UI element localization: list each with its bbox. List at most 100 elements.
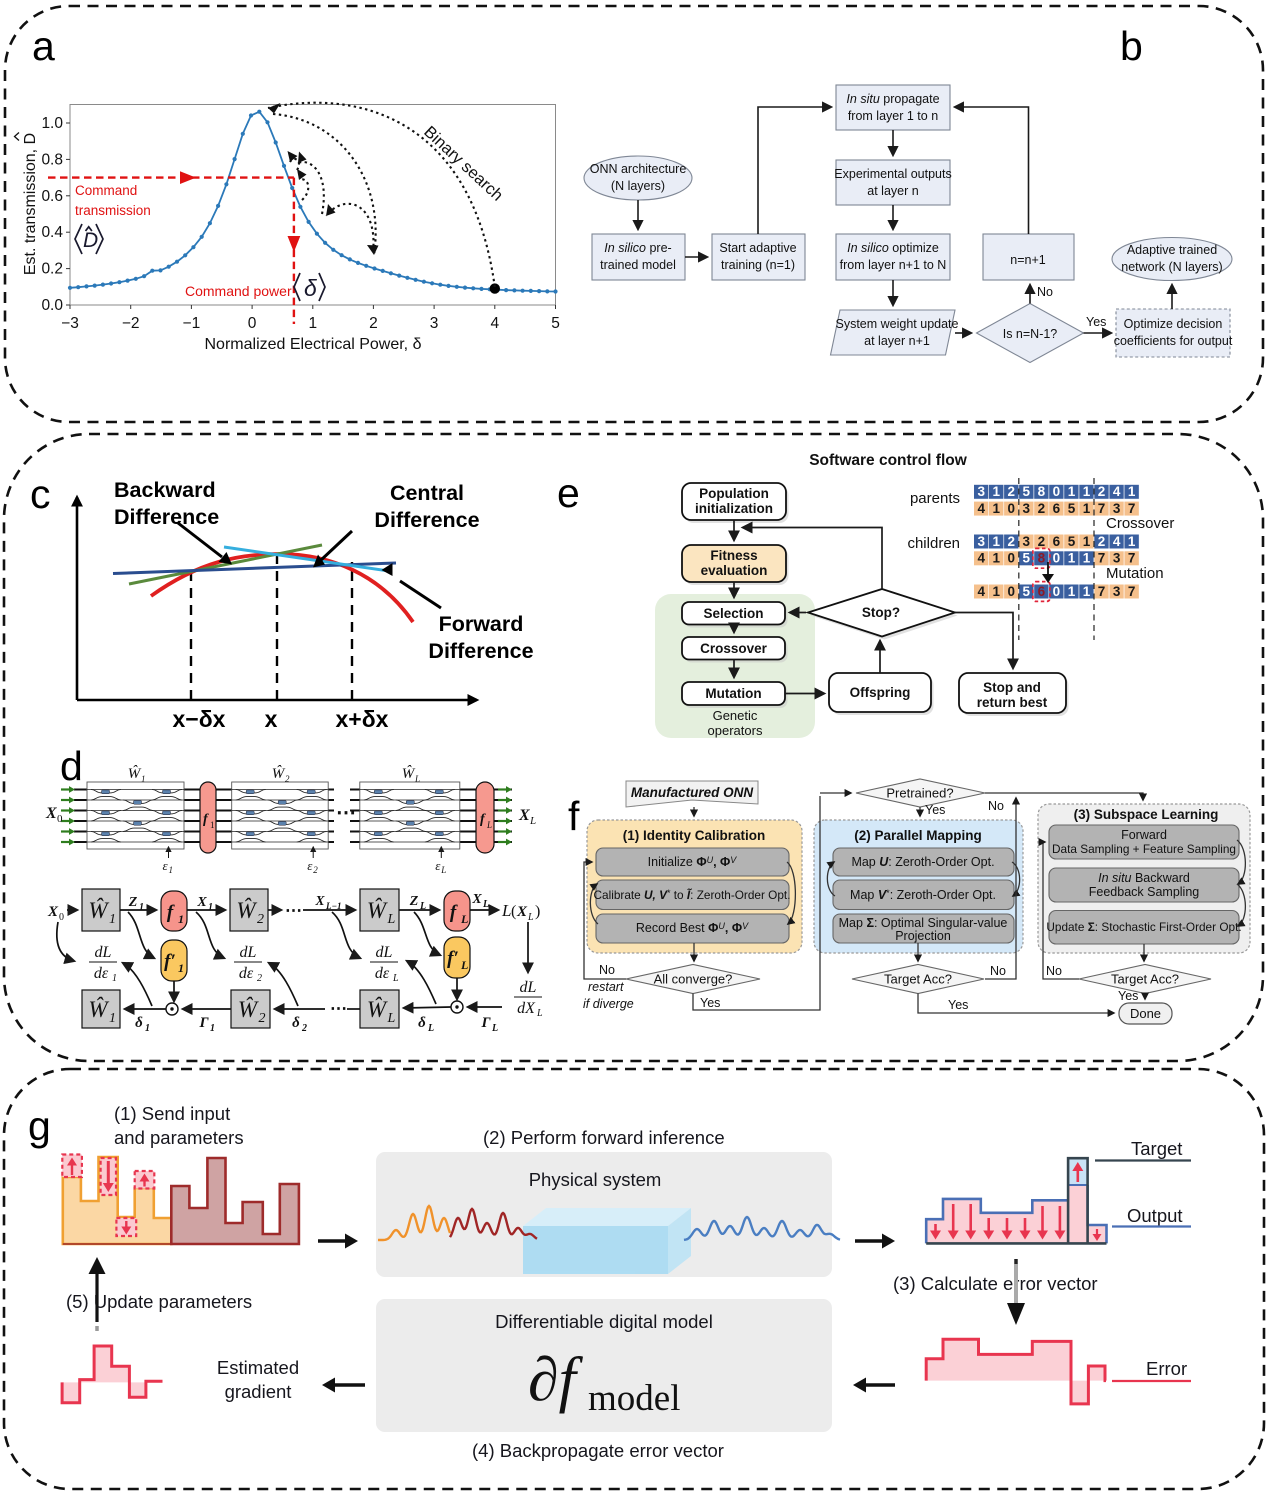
svg-text:coefficients for output: coefficients for output: [1114, 334, 1233, 348]
svg-text:Normalized Electrical Power, δ: Normalized Electrical Power, δ: [205, 336, 422, 353]
svg-text:−2: −2: [122, 315, 140, 332]
svg-text:from layer 1 to n: from layer 1 to n: [848, 109, 938, 123]
svg-text:0: 0: [1008, 501, 1016, 516]
svg-text:δ: δ: [135, 1015, 143, 1031]
svg-text:1: 1: [1068, 551, 1076, 566]
svg-text:Yes: Yes: [700, 996, 720, 1010]
svg-text:3: 3: [430, 315, 439, 332]
svg-text:Ŵ: Ŵ: [367, 996, 388, 1022]
svg-text:Experimental outputs: Experimental outputs: [834, 167, 951, 181]
svg-text:3: 3: [1113, 584, 1121, 599]
svg-text:Projection: Projection: [895, 929, 951, 943]
svg-text:Manufactured ONN: Manufactured ONN: [631, 785, 754, 800]
svg-text:2: 2: [369, 315, 378, 332]
svg-text:0: 0: [1053, 484, 1061, 499]
svg-text:Command: Command: [75, 183, 137, 198]
svg-text:∂f: ∂f: [528, 1346, 584, 1414]
svg-text:f′: f′: [164, 951, 176, 972]
svg-text:Differentiable digital model: Differentiable digital model: [495, 1311, 713, 1332]
svg-text:1: 1: [210, 820, 215, 830]
svg-text:δ: δ: [292, 1015, 300, 1031]
svg-text:1: 1: [169, 865, 174, 875]
svg-text:e: e: [557, 470, 580, 516]
svg-text:5: 5: [1023, 584, 1031, 599]
svg-text:4: 4: [977, 584, 985, 599]
svg-text:L−1: L−1: [325, 901, 341, 911]
svg-text:3: 3: [1113, 501, 1121, 516]
svg-text:dL: dL: [520, 979, 537, 996]
svg-text:X: X: [518, 807, 530, 824]
svg-text:Difference: Difference: [374, 508, 479, 532]
svg-text:No: No: [990, 964, 1006, 978]
svg-text:model: model: [588, 1378, 680, 1419]
svg-text:2: 2: [301, 1023, 307, 1034]
svg-text:Stop and: Stop and: [983, 680, 1041, 695]
svg-text:Mutation: Mutation: [1106, 565, 1164, 582]
svg-text:4: 4: [977, 501, 985, 516]
svg-text:(5) Update parameters: (5) Update parameters: [66, 1291, 252, 1312]
svg-text:Data Sampling + Feature Sampli: Data Sampling + Feature Sampling: [1052, 842, 1236, 856]
svg-text:L: L: [482, 899, 489, 910]
svg-text:operators: operators: [708, 723, 763, 738]
svg-text:(2) Perform forward inference: (2) Perform forward inference: [483, 1127, 725, 1148]
svg-text:(1) Identity Calibration: (1) Identity Calibration: [623, 828, 766, 843]
svg-text:Done: Done: [1130, 1006, 1161, 1021]
svg-text:0: 0: [1053, 551, 1061, 566]
svg-text:0: 0: [1008, 584, 1016, 599]
svg-text:L: L: [501, 901, 511, 920]
svg-text:Software control flow: Software control flow: [809, 452, 968, 469]
svg-text:2: 2: [1038, 501, 1046, 516]
svg-text:1: 1: [1083, 584, 1091, 599]
svg-text:Yes: Yes: [948, 998, 968, 1012]
svg-text:Crossover: Crossover: [1106, 515, 1174, 532]
svg-text:L: L: [392, 973, 399, 984]
svg-text:Γ: Γ: [198, 1015, 209, 1031]
svg-text:evaluation: evaluation: [701, 563, 768, 578]
svg-text:f: f: [450, 902, 458, 923]
svg-text:1: 1: [109, 1011, 116, 1026]
svg-text:In situ propagate: In situ propagate: [846, 92, 939, 106]
svg-text:at layer n+1: at layer n+1: [864, 334, 930, 348]
svg-text:network (N layers): network (N layers): [1121, 260, 1222, 274]
svg-text:f: f: [568, 793, 580, 839]
svg-text:Record Best ΦU, ΦV: Record Best ΦU, ΦV: [636, 921, 749, 935]
svg-text:5: 5: [551, 315, 560, 332]
svg-text:Central: Central: [390, 481, 464, 505]
svg-text:Forward: Forward: [1121, 828, 1167, 842]
svg-text:0.8: 0.8: [41, 151, 63, 168]
svg-text:Map U: Zeroth-Order Opt.: Map U: Zeroth-Order Opt.: [851, 855, 994, 869]
svg-text:and parameters: and parameters: [114, 1127, 244, 1148]
svg-text:Target Acc?: Target Acc?: [1111, 972, 1179, 987]
svg-text:2: 2: [259, 1011, 266, 1026]
svg-text:1: 1: [993, 534, 1001, 549]
svg-text:1: 1: [178, 961, 184, 975]
svg-text:No: No: [988, 799, 1004, 813]
svg-text:No: No: [599, 963, 615, 977]
svg-text:g: g: [28, 1103, 51, 1149]
svg-text:f: f: [203, 812, 209, 827]
svg-text:L: L: [536, 1008, 543, 1019]
svg-text:1.0: 1.0: [41, 115, 63, 132]
svg-text:dε: dε: [375, 965, 390, 982]
svg-text:−1: −1: [183, 315, 201, 332]
svg-text:L: L: [387, 912, 396, 927]
svg-text:1: 1: [109, 912, 116, 927]
svg-text:d: d: [60, 743, 83, 789]
svg-text:dL: dL: [240, 944, 257, 961]
svg-text:2: 2: [1038, 534, 1046, 549]
svg-text:L: L: [491, 1023, 498, 1034]
svg-text:4: 4: [977, 551, 985, 566]
svg-text:Pretrained?: Pretrained?: [886, 786, 953, 801]
svg-text:4: 4: [1113, 484, 1121, 499]
svg-text:No: No: [1046, 964, 1062, 978]
svg-text:6: 6: [1053, 534, 1061, 549]
svg-text:D: D: [83, 229, 98, 252]
svg-text:Target: Target: [1131, 1138, 1182, 1159]
svg-text:a: a: [32, 23, 55, 69]
svg-text:Forward: Forward: [439, 612, 524, 636]
svg-text:⋯: ⋯: [330, 999, 347, 1018]
svg-text:dX: dX: [517, 1000, 536, 1017]
svg-text:if diverge: if diverge: [583, 997, 634, 1011]
svg-text:0.2: 0.2: [41, 261, 63, 278]
svg-text:1: 1: [1068, 484, 1076, 499]
